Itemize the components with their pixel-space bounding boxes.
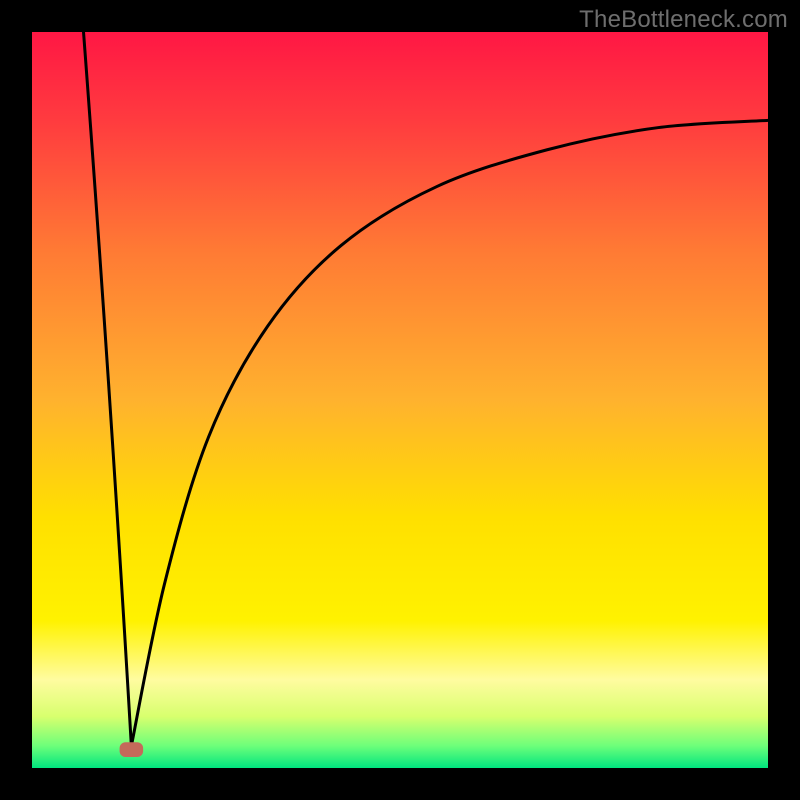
chart-background-gradient — [32, 32, 768, 768]
chart-container: TheBottleneck.com — [0, 0, 800, 800]
dip-marker — [120, 742, 144, 757]
chart-svg — [0, 0, 800, 800]
watermark-text: TheBottleneck.com — [579, 6, 788, 34]
